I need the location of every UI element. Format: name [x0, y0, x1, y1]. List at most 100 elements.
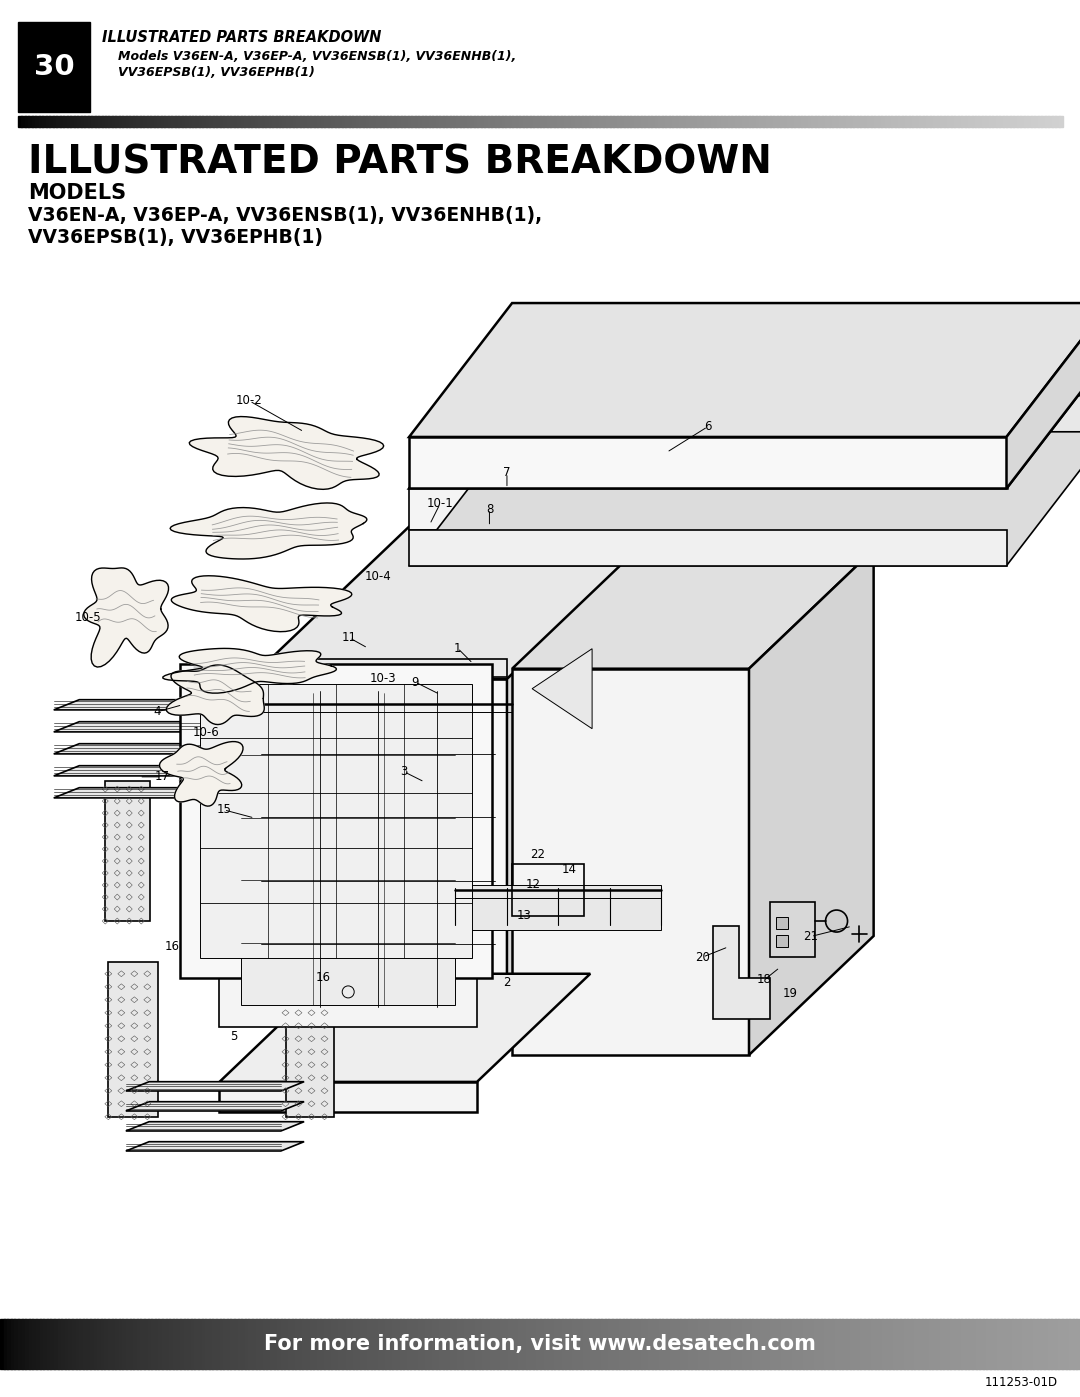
Polygon shape: [242, 693, 455, 1004]
Bar: [94, 1319, 98, 1369]
Bar: [982, 116, 986, 127]
Bar: [526, 1319, 530, 1369]
Bar: [766, 116, 771, 127]
Bar: [84, 116, 89, 127]
Bar: [1010, 116, 1014, 127]
Bar: [1037, 1319, 1041, 1369]
Bar: [721, 116, 726, 127]
Bar: [446, 1319, 451, 1369]
Bar: [234, 1319, 239, 1369]
Bar: [972, 1319, 976, 1369]
Bar: [161, 116, 165, 127]
Bar: [14, 1319, 19, 1369]
Bar: [68, 1319, 73, 1369]
Bar: [488, 116, 492, 127]
Bar: [187, 1319, 192, 1369]
Bar: [435, 1319, 441, 1369]
Bar: [583, 1319, 588, 1369]
Bar: [247, 116, 252, 127]
Bar: [784, 116, 788, 127]
Text: 11: 11: [342, 631, 356, 644]
Bar: [335, 116, 339, 127]
Bar: [742, 116, 746, 127]
Bar: [139, 116, 145, 127]
Bar: [551, 116, 555, 127]
Bar: [554, 1319, 559, 1369]
Bar: [389, 1319, 393, 1369]
Bar: [429, 1319, 433, 1369]
Bar: [580, 1319, 584, 1369]
Bar: [324, 116, 328, 127]
Bar: [440, 116, 444, 127]
Bar: [662, 116, 666, 127]
Bar: [950, 116, 955, 127]
Bar: [91, 116, 95, 127]
Bar: [46, 1319, 52, 1369]
Bar: [603, 116, 607, 127]
Bar: [828, 1319, 833, 1369]
Bar: [130, 1319, 134, 1369]
Polygon shape: [180, 664, 491, 978]
Polygon shape: [409, 529, 1007, 566]
Bar: [940, 1319, 944, 1369]
Bar: [181, 116, 186, 127]
Bar: [387, 116, 391, 127]
Bar: [594, 1319, 598, 1369]
Bar: [734, 1319, 739, 1369]
Bar: [83, 1319, 87, 1369]
Bar: [889, 1319, 894, 1369]
Bar: [529, 1319, 534, 1369]
Bar: [850, 116, 854, 127]
Bar: [216, 1319, 220, 1369]
Bar: [377, 116, 381, 127]
Bar: [801, 116, 806, 127]
Bar: [173, 1319, 177, 1369]
Bar: [821, 1319, 825, 1369]
Bar: [792, 1319, 797, 1369]
Bar: [286, 116, 291, 127]
Bar: [386, 1319, 390, 1369]
Bar: [921, 1319, 927, 1369]
Bar: [794, 116, 798, 127]
Bar: [785, 1319, 789, 1369]
Bar: [378, 1319, 382, 1369]
Bar: [929, 1319, 933, 1369]
Bar: [996, 116, 1000, 127]
Bar: [194, 1319, 199, 1369]
Polygon shape: [219, 974, 591, 1081]
Bar: [748, 1319, 754, 1369]
Bar: [605, 1319, 609, 1369]
Bar: [918, 1319, 922, 1369]
Bar: [777, 116, 781, 127]
Bar: [1013, 116, 1017, 127]
Bar: [936, 116, 941, 127]
Bar: [440, 1319, 444, 1369]
Bar: [739, 116, 743, 127]
Bar: [941, 116, 945, 127]
Bar: [87, 116, 92, 127]
Bar: [373, 116, 377, 127]
Bar: [867, 116, 872, 127]
Polygon shape: [1007, 303, 1080, 489]
Bar: [654, 116, 659, 127]
Text: 18: 18: [757, 974, 772, 986]
Bar: [571, 116, 576, 127]
Bar: [690, 116, 694, 127]
Bar: [457, 1319, 462, 1369]
Bar: [318, 116, 322, 127]
Bar: [526, 116, 530, 127]
Bar: [659, 1319, 663, 1369]
Bar: [100, 1319, 106, 1369]
Text: 19: 19: [783, 986, 798, 1000]
Bar: [397, 116, 402, 127]
Polygon shape: [84, 569, 168, 666]
Bar: [65, 1319, 69, 1369]
Bar: [64, 116, 68, 127]
Bar: [79, 1319, 84, 1369]
Bar: [233, 116, 239, 127]
Bar: [198, 1319, 203, 1369]
Bar: [81, 116, 85, 127]
Bar: [543, 116, 548, 127]
Bar: [126, 1319, 131, 1369]
Bar: [0, 1319, 4, 1369]
